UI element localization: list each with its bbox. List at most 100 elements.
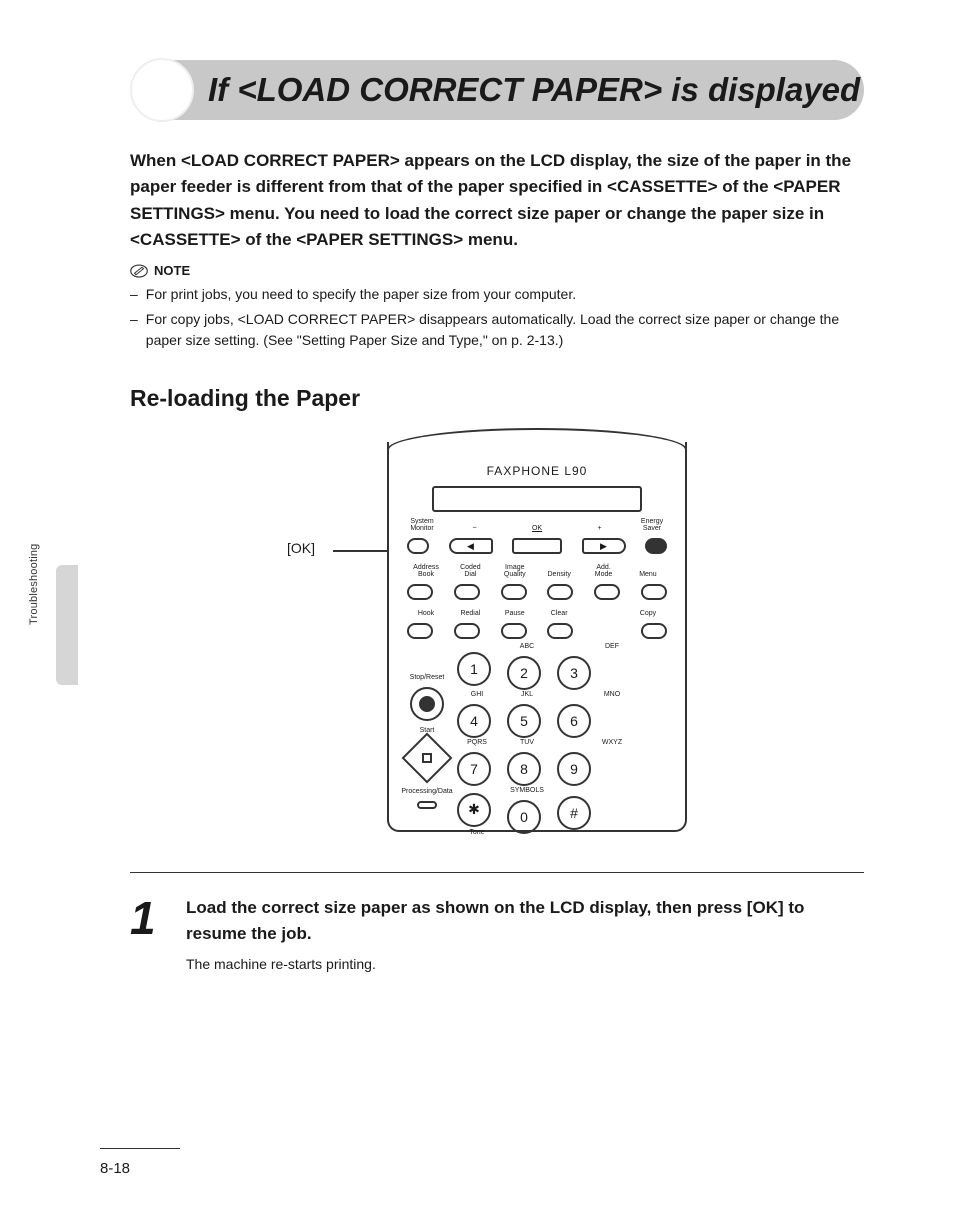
note-list: –For print jobs, you need to specify the… bbox=[130, 284, 864, 351]
energy-saver-label: Energy Saver bbox=[637, 518, 667, 532]
step-separator bbox=[130, 872, 864, 873]
keypad-key-9[interactable]: 9 bbox=[557, 752, 591, 786]
note-item: –For print jobs, you need to specify the… bbox=[130, 284, 864, 305]
coded-dial-button[interactable] bbox=[454, 584, 480, 600]
key-label: PQRS bbox=[457, 739, 497, 746]
page-title: If <LOAD CORRECT PAPER> is displayed bbox=[208, 71, 860, 109]
dash-icon: – bbox=[130, 309, 138, 351]
ok-label: OK bbox=[512, 525, 562, 532]
func-buttons-row-2 bbox=[389, 623, 685, 639]
keypad-key-hash[interactable]: # bbox=[557, 796, 591, 830]
keypad-key-7[interactable]: 7 bbox=[457, 752, 491, 786]
panel-top-curve bbox=[387, 428, 687, 454]
right-arrow-button[interactable]: ▶ bbox=[582, 538, 626, 554]
pause-button[interactable] bbox=[501, 623, 527, 639]
note-text: For print jobs, you need to specify the … bbox=[146, 284, 576, 305]
system-monitor-button[interactable] bbox=[407, 538, 429, 554]
key-label: SYMBOLS bbox=[507, 787, 547, 794]
image-quality-button[interactable] bbox=[501, 584, 527, 600]
left-arrow-button[interactable]: ◀ bbox=[449, 538, 493, 554]
keypad-key-1[interactable]: 1 bbox=[457, 652, 491, 686]
func-label: Menu bbox=[629, 571, 667, 578]
copy-button[interactable] bbox=[641, 623, 667, 639]
lead-paragraph: When <LOAD CORRECT PAPER> appears on the… bbox=[130, 148, 864, 253]
keypad-key-6[interactable]: 6 bbox=[557, 704, 591, 738]
ok-callout-label: [OK] bbox=[287, 540, 315, 556]
hook-button[interactable] bbox=[407, 623, 433, 639]
page-number: 8-18 bbox=[100, 1160, 130, 1177]
keypad-key-3[interactable]: 3 bbox=[557, 656, 591, 690]
key-label: MNO bbox=[557, 691, 667, 698]
stop-reset-label: Stop/Reset bbox=[410, 674, 445, 681]
add-mode-button[interactable] bbox=[594, 584, 620, 600]
note-label: NOTE bbox=[154, 263, 190, 278]
note-item: –For copy jobs, <LOAD CORRECT PAPER> dis… bbox=[130, 309, 864, 351]
step-heading: Load the correct size paper as shown on … bbox=[186, 895, 864, 946]
lcd-screen bbox=[432, 486, 642, 512]
keypad: 1 ABC2 DEF3 Stop/Reset Start Processing/… bbox=[389, 649, 685, 833]
keypad-key-star[interactable]: ✱ bbox=[457, 793, 491, 827]
func-label: Redial bbox=[451, 610, 489, 617]
side-tab-label: Troubleshooting bbox=[28, 544, 40, 625]
key-label: DEF bbox=[557, 643, 667, 650]
title-bullet-circle bbox=[130, 58, 194, 122]
density-button[interactable] bbox=[547, 584, 573, 600]
func-label: Density bbox=[540, 571, 578, 578]
start-icon bbox=[422, 753, 432, 763]
keypad-key-0[interactable]: 0 bbox=[507, 800, 541, 834]
func-label: Hook bbox=[407, 610, 445, 617]
nav-button-row: ◀ ▶ bbox=[389, 538, 685, 554]
clear-button[interactable] bbox=[547, 623, 573, 639]
minus-label: − bbox=[453, 525, 497, 532]
energy-saver-button[interactable] bbox=[645, 538, 667, 554]
processing-led bbox=[417, 801, 437, 809]
key-label: ABC bbox=[507, 643, 547, 650]
func-labels-row-1: Address Book Coded Dial Image Quality De… bbox=[389, 564, 685, 578]
section-heading: Re-loading the Paper bbox=[130, 385, 864, 412]
processing-data-label: Processing/Data bbox=[401, 788, 452, 795]
step-number: 1 bbox=[130, 895, 164, 972]
func-label: Address Book bbox=[407, 564, 445, 578]
stop-reset-button[interactable] bbox=[410, 687, 444, 721]
tone-label: Tone bbox=[457, 829, 497, 836]
keypad-key-8[interactable]: 8 bbox=[507, 752, 541, 786]
side-tab bbox=[56, 565, 78, 685]
func-label: Copy bbox=[629, 610, 667, 617]
stop-icon bbox=[419, 696, 435, 712]
func-labels-row-2: Hook Redial Pause Clear Copy bbox=[389, 610, 685, 617]
func-label: Clear bbox=[540, 610, 578, 617]
diagram-container: [OK] FAXPHONE L90 System Monitor − OK + … bbox=[130, 432, 864, 842]
ok-button[interactable] bbox=[512, 538, 562, 554]
key-label: WXYZ bbox=[557, 739, 667, 746]
device-brand: FAXPHONE L90 bbox=[389, 464, 685, 478]
keypad-key-4[interactable]: 4 bbox=[457, 704, 491, 738]
key-label: TUV bbox=[507, 739, 547, 746]
dash-icon: – bbox=[130, 284, 138, 305]
key-label: JKL bbox=[507, 691, 547, 698]
start-button[interactable] bbox=[402, 732, 453, 783]
key-label: GHI bbox=[457, 691, 497, 698]
func-label: Add. Mode bbox=[585, 564, 623, 578]
keypad-key-2[interactable]: 2 bbox=[507, 656, 541, 690]
menu-button[interactable] bbox=[641, 584, 667, 600]
nav-label-row: System Monitor − OK + Energy Saver bbox=[389, 518, 685, 532]
func-label: Image Quality bbox=[496, 564, 534, 578]
func-label: Pause bbox=[496, 610, 534, 617]
redial-button[interactable] bbox=[454, 623, 480, 639]
device-panel: FAXPHONE L90 System Monitor − OK + Energ… bbox=[387, 442, 687, 832]
address-book-button[interactable] bbox=[407, 584, 433, 600]
step-body-text: The machine re-starts printing. bbox=[186, 956, 864, 972]
system-monitor-label: System Monitor bbox=[407, 518, 437, 532]
callout-leader-line bbox=[333, 550, 387, 552]
control-panel-diagram: [OK] FAXPHONE L90 System Monitor − OK + … bbox=[287, 432, 707, 842]
footer-rule bbox=[100, 1148, 180, 1149]
plus-label: + bbox=[578, 525, 622, 532]
keypad-key-5[interactable]: 5 bbox=[507, 704, 541, 738]
pencil-icon bbox=[130, 264, 148, 278]
step-block: 1 Load the correct size paper as shown o… bbox=[130, 895, 864, 972]
func-label: Coded Dial bbox=[451, 564, 489, 578]
title-banner: If <LOAD CORRECT PAPER> is displayed bbox=[138, 60, 864, 120]
note-heading: NOTE bbox=[130, 263, 864, 278]
note-text: For copy jobs, <LOAD CORRECT PAPER> disa… bbox=[146, 309, 864, 351]
func-buttons-row-1 bbox=[389, 584, 685, 600]
